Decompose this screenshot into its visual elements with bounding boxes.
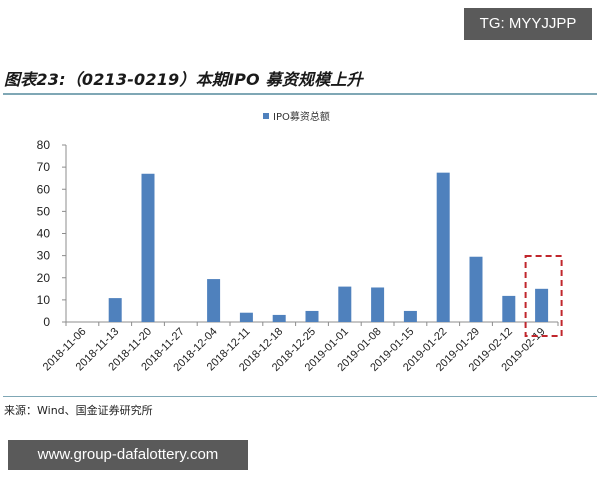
bar bbox=[371, 287, 385, 322]
y-tick-label: 50 bbox=[37, 204, 51, 218]
bar bbox=[305, 310, 319, 322]
y-tick-label: 20 bbox=[37, 271, 51, 285]
bar bbox=[207, 279, 221, 322]
watermark-bottom: www.group-dafalottery.com bbox=[8, 440, 248, 470]
chart-title: 图表23:（0213-0219）本期IPO 募资规模上升 bbox=[4, 70, 363, 89]
bar bbox=[108, 298, 122, 322]
y-tick-label: 10 bbox=[37, 293, 51, 307]
bar bbox=[141, 173, 155, 322]
y-tick-label: 80 bbox=[37, 138, 51, 152]
bar-chart: 010203040506070802018-11-062018-11-13201… bbox=[37, 138, 563, 374]
bar bbox=[239, 312, 253, 322]
watermark-top: TG: MYYJJPP bbox=[464, 8, 592, 40]
bar bbox=[403, 310, 417, 322]
y-tick-label: 70 bbox=[37, 160, 51, 174]
y-tick-label: 0 bbox=[43, 315, 50, 329]
y-tick-label: 30 bbox=[37, 249, 51, 263]
source-note: 来源：Wind、国金证券研究所 bbox=[4, 404, 153, 417]
legend: IPO募资总额 bbox=[263, 108, 330, 123]
y-tick-label: 40 bbox=[37, 227, 51, 241]
highlight-box bbox=[524, 255, 563, 337]
bar bbox=[535, 288, 549, 322]
bar bbox=[272, 314, 286, 322]
bar bbox=[436, 172, 450, 322]
bar bbox=[469, 256, 483, 322]
legend-label: IPO募资总额 bbox=[273, 112, 330, 123]
bar bbox=[338, 286, 352, 322]
legend-swatch bbox=[263, 112, 269, 119]
y-tick-label: 60 bbox=[37, 182, 51, 196]
bar bbox=[502, 295, 516, 322]
title-divider bbox=[3, 93, 597, 95]
source-divider bbox=[3, 396, 597, 397]
